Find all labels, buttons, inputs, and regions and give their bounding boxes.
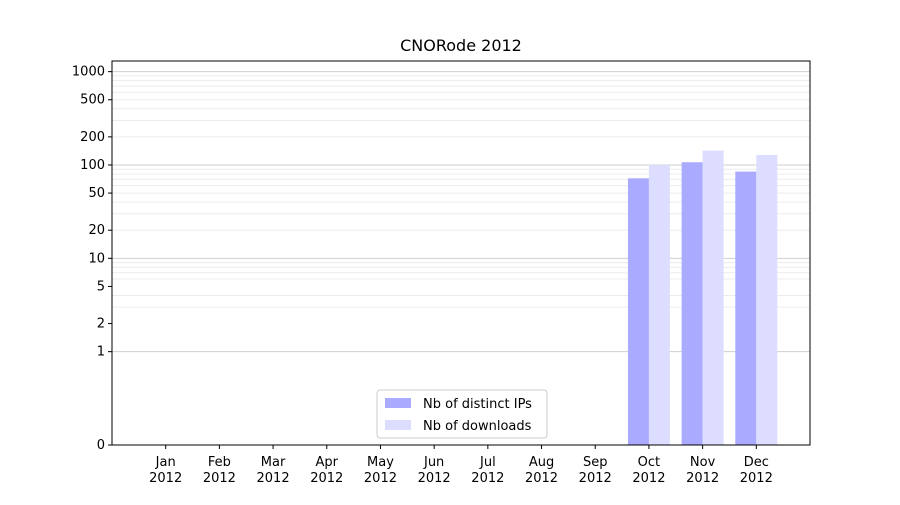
y-axis-ticks: 0 1 2 5 10 20 50 100 200 500 1000	[72, 65, 112, 453]
chart-title: CNORode 2012	[400, 36, 522, 55]
legend-box	[376, 389, 548, 439]
x-tick-label: Oct	[638, 455, 660, 470]
y-tick-label: 50	[88, 186, 105, 201]
y-tick-label: 200	[80, 130, 105, 145]
y-tick-label: 10	[88, 251, 105, 266]
x-tick-label: Jun	[423, 455, 444, 470]
bars	[627, 150, 778, 446]
x-tick-label: 2012	[203, 471, 236, 486]
x-tick-label: Jul	[479, 455, 496, 470]
bar-distinct-ips	[681, 162, 703, 445]
y-tick-label: 1	[97, 345, 105, 360]
y-tick-label: 20	[88, 223, 105, 238]
legend-label: Nb of downloads	[423, 419, 532, 434]
x-tick-label: Aug	[529, 455, 554, 470]
x-tick-label: 2012	[740, 471, 773, 486]
y-tick-label: 0	[97, 438, 105, 453]
x-tick-label: Dec	[744, 455, 769, 470]
x-tick-label: 2012	[471, 471, 504, 486]
plot-frame	[111, 60, 811, 446]
x-tick-label: Feb	[208, 455, 231, 470]
bar-downloads	[702, 150, 724, 445]
x-tick-label: Nov	[690, 455, 716, 470]
x-tick-label: 2012	[632, 471, 665, 486]
y-tick-label: 1000	[72, 65, 105, 80]
bar-distinct-ips	[627, 178, 649, 445]
x-tick-label: 2012	[579, 471, 612, 486]
x-tick-label: 2012	[257, 471, 290, 486]
x-tick-label: Mar	[261, 455, 286, 470]
x-tick-label: Apr	[316, 455, 339, 470]
legend-label: Nb of distinct IPs	[423, 397, 532, 412]
y-tick-label: 2	[97, 317, 105, 332]
x-tick-label: 2012	[310, 471, 343, 486]
x-tick-label: Sep	[583, 455, 608, 470]
bar-distinct-ips	[735, 171, 757, 445]
legend: Nb of distinct IPs Nb of downloads	[376, 389, 548, 439]
x-axis-ticks: Jan2012Feb2012Mar2012Apr2012May2012Jun20…	[149, 445, 773, 486]
x-tick-label: 2012	[418, 471, 451, 486]
x-tick-label: May	[367, 455, 394, 470]
bar-downloads	[648, 164, 670, 446]
x-tick-label: 2012	[525, 471, 558, 486]
y-tick-label: 5	[97, 279, 105, 294]
x-tick-label: 2012	[364, 471, 397, 486]
x-tick-label: 2012	[149, 471, 182, 486]
legend-swatch	[385, 398, 411, 408]
y-tick-label: 100	[80, 158, 105, 173]
y-tick-label: 500	[80, 93, 105, 108]
legend-swatch	[385, 420, 411, 430]
x-tick-label: 2012	[686, 471, 719, 486]
x-tick-label: Jan	[155, 455, 176, 470]
bar-downloads	[756, 154, 778, 445]
